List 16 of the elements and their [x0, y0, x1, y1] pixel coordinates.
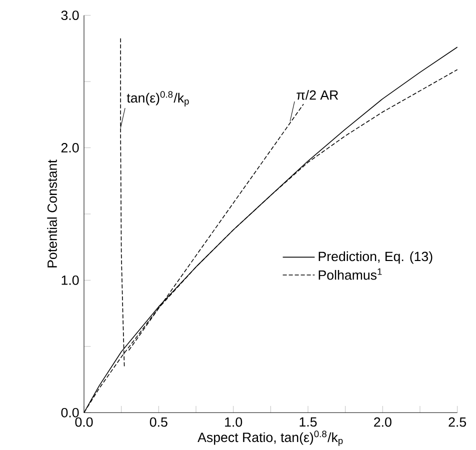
- y-tick-label: 0.0: [61, 408, 79, 418]
- x-tick-label: 2.0: [374, 417, 392, 427]
- x-tick-label: 2.5: [448, 417, 466, 427]
- y-tick-label: 1.0: [62, 275, 79, 285]
- x-tick-label: 0.5: [150, 417, 168, 427]
- x-axis-title: Aspect Ratio, tan(ε)$^{0.8}$/k$_{p}$: [198, 430, 343, 446]
- x-tick-label: 0.0: [75, 417, 93, 427]
- y-tick-label: 3.0: [61, 10, 79, 20]
- x-tick-label: 1.5: [300, 417, 317, 427]
- annotation: π/2 AR: [296, 90, 338, 100]
- y-axis-title: Potential Constant: [47, 160, 57, 268]
- legend-label: Prediction, Eq. (13): [318, 251, 432, 264]
- y-tick-label: 2.0: [61, 143, 79, 152]
- annotation: tan(ε)$^{0.8}$/k$_{p}$: [126, 91, 189, 106]
- x-tick-label: 1.0: [225, 417, 242, 427]
- legend-label: Polhamus$^{1}$: [318, 268, 382, 280]
